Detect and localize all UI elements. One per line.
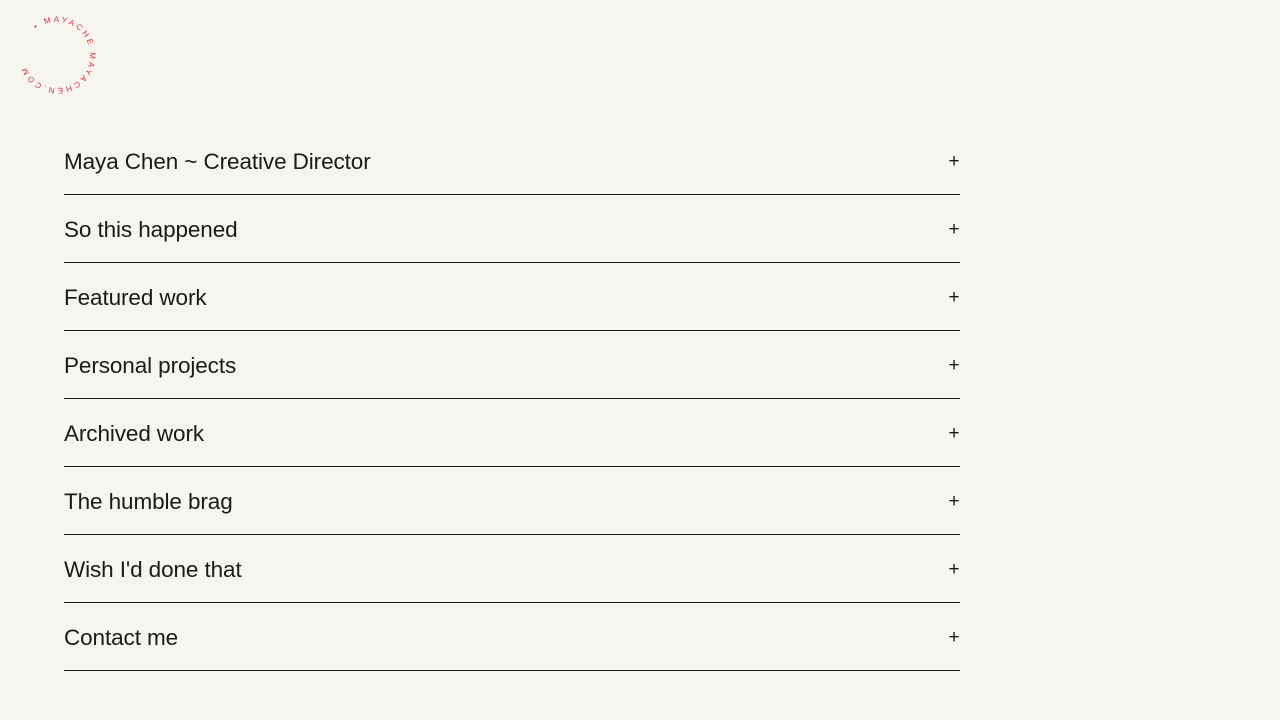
accordion: Maya Chen ~ Creative Director + So this … — [64, 127, 960, 671]
plus-icon[interactable]: + — [948, 354, 960, 376]
plus-icon[interactable]: + — [948, 286, 960, 308]
accordion-item-label: So this happened — [64, 216, 238, 242]
plus-icon[interactable]: + — [948, 558, 960, 580]
accordion-item[interactable]: Contact me + — [64, 603, 960, 671]
accordion-item-label: Personal projects — [64, 352, 237, 378]
accordion-item-label: Archived work — [64, 420, 204, 446]
logo-badge: • MAYACHE MAYACHEN.COM — [19, 15, 97, 95]
plus-icon[interactable]: + — [948, 218, 960, 240]
accordion-item-label: Featured work — [64, 284, 207, 310]
accordion-item-label: Wish I'd done that — [64, 556, 242, 582]
logo[interactable]: • MAYACHE MAYACHEN.COM — [14, 12, 100, 98]
plus-icon[interactable]: + — [948, 150, 960, 172]
accordion-item[interactable]: Featured work + — [64, 263, 960, 331]
accordion-item-label: Maya Chen ~ Creative Director — [64, 148, 371, 174]
plus-icon[interactable]: + — [948, 626, 960, 648]
accordion-item[interactable]: Wish I'd done that + — [64, 535, 960, 603]
accordion-item[interactable]: Maya Chen ~ Creative Director + — [64, 127, 960, 195]
accordion-item[interactable]: So this happened + — [64, 195, 960, 263]
accordion-item[interactable]: The humble brag + — [64, 467, 960, 535]
accordion-item[interactable]: Personal projects + — [64, 331, 960, 399]
accordion-item[interactable]: Archived work + — [64, 399, 960, 467]
accordion-item-label: The humble brag — [64, 488, 233, 514]
svg-text:• MAYACHE MAYACHEN.COM: • MAYACHE MAYACHEN.COM — [19, 15, 97, 95]
accordion-item-label: Contact me — [64, 624, 179, 650]
plus-icon[interactable]: + — [948, 490, 960, 512]
plus-icon[interactable]: + — [948, 422, 960, 444]
